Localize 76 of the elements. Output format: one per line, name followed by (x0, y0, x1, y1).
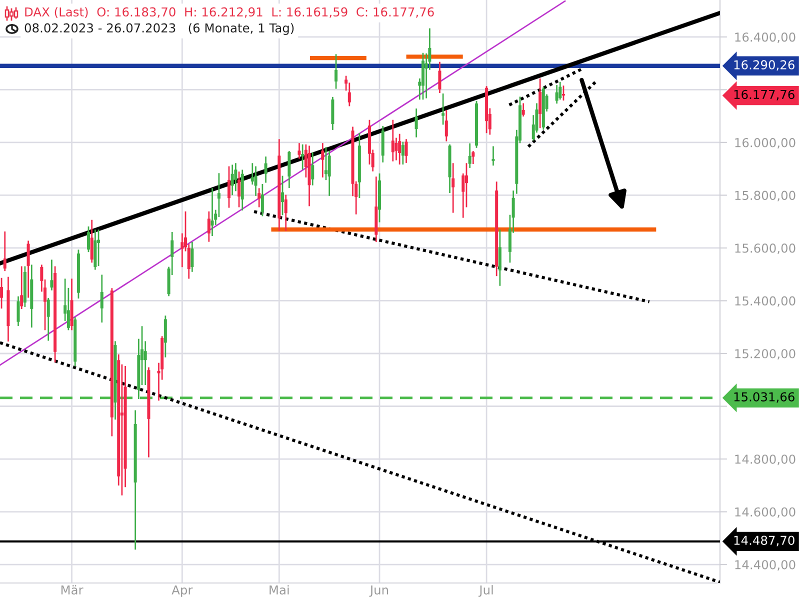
candlestick (207, 211, 210, 242)
candlestick (558, 82, 562, 100)
candlestick (238, 172, 241, 208)
candlestick (391, 120, 394, 162)
candlestick (298, 143, 301, 159)
candlestick (555, 85, 558, 104)
candlestick (301, 144, 304, 170)
candlestick (284, 194, 288, 231)
candlestick (321, 143, 324, 178)
x-tick-label: Jul (478, 585, 493, 597)
candlestick (258, 188, 261, 208)
candlestick (0, 278, 4, 309)
candlestick (264, 156, 268, 183)
y-tick-label: 14.400,00 (735, 560, 796, 571)
candlestick (442, 93, 445, 125)
candlestick (498, 230, 502, 286)
candlestick (120, 364, 124, 496)
y-tick-label: 14.800,00 (735, 454, 796, 466)
candlestick (438, 62, 442, 94)
y-tick-label: 15.800,00 (735, 190, 796, 202)
candlestick (538, 78, 542, 128)
text: 08.02.2023 - 26.07.2023 (6 Monate, 1 Tag) (24, 23, 294, 35)
candlestick (86, 226, 90, 252)
candlestick (328, 150, 331, 196)
candlestick (492, 146, 495, 166)
candlestick (464, 163, 468, 208)
candlestick (217, 173, 220, 218)
candlestick (97, 230, 100, 266)
candlestick (164, 316, 167, 358)
ref-line-label: 16.290,26 (734, 60, 794, 71)
candlestick (16, 296, 20, 326)
candlestick (254, 166, 258, 196)
candlestick (324, 147, 328, 180)
candlestick (414, 108, 418, 138)
candlestick (311, 152, 314, 186)
candlestick (210, 188, 214, 236)
candlestick (472, 150, 475, 164)
candlestick (394, 138, 398, 160)
y-tick-label: 15.400,00 (735, 296, 796, 307)
candlestick (401, 142, 404, 165)
candlestick (444, 110, 448, 142)
ref-line-label: 14.487,70 (734, 536, 794, 546)
candlestick (90, 220, 94, 263)
x-tick-label: Mär (61, 585, 84, 595)
candlestick (334, 54, 338, 89)
candlestick (3, 231, 6, 272)
candlestick (281, 176, 284, 216)
candlestick (522, 103, 525, 117)
y-tick-label: 16.000,00 (735, 138, 796, 149)
candlestick (26, 240, 30, 298)
ref-line-label: 15.031,66 (734, 392, 794, 403)
candlestick (234, 163, 238, 192)
candlestick (260, 184, 264, 216)
candlestick (404, 139, 408, 163)
candlestick (398, 134, 402, 165)
y-tick-label: 15.200,00 (735, 349, 796, 360)
x-tick-label: Apr (172, 585, 193, 597)
y-tick-label: 14.600,00 (735, 507, 796, 518)
candlestick (468, 143, 472, 168)
candlestick (100, 274, 104, 323)
candlestick (20, 266, 24, 310)
candlestick (227, 166, 230, 208)
candlestick (562, 86, 565, 101)
candlestick (50, 260, 54, 290)
candlestick (190, 242, 194, 272)
candlestick (144, 341, 147, 386)
y-tick-label: 15.600,00 (735, 244, 796, 254)
text: 16.177,76 (734, 90, 794, 100)
candlestick (230, 164, 234, 196)
x-tick-label: Mai (270, 585, 289, 595)
y-tick-label: 16.400,00 (735, 32, 796, 43)
text: DAX (Last) O: 16.183,70 H: 16.212,91 L: 16.161,59 C: 16.177,76 (25, 7, 434, 18)
x-tick-label: Jun (369, 585, 388, 597)
candlestick (46, 298, 50, 341)
candlestick (250, 163, 254, 185)
candlestick (452, 163, 455, 213)
